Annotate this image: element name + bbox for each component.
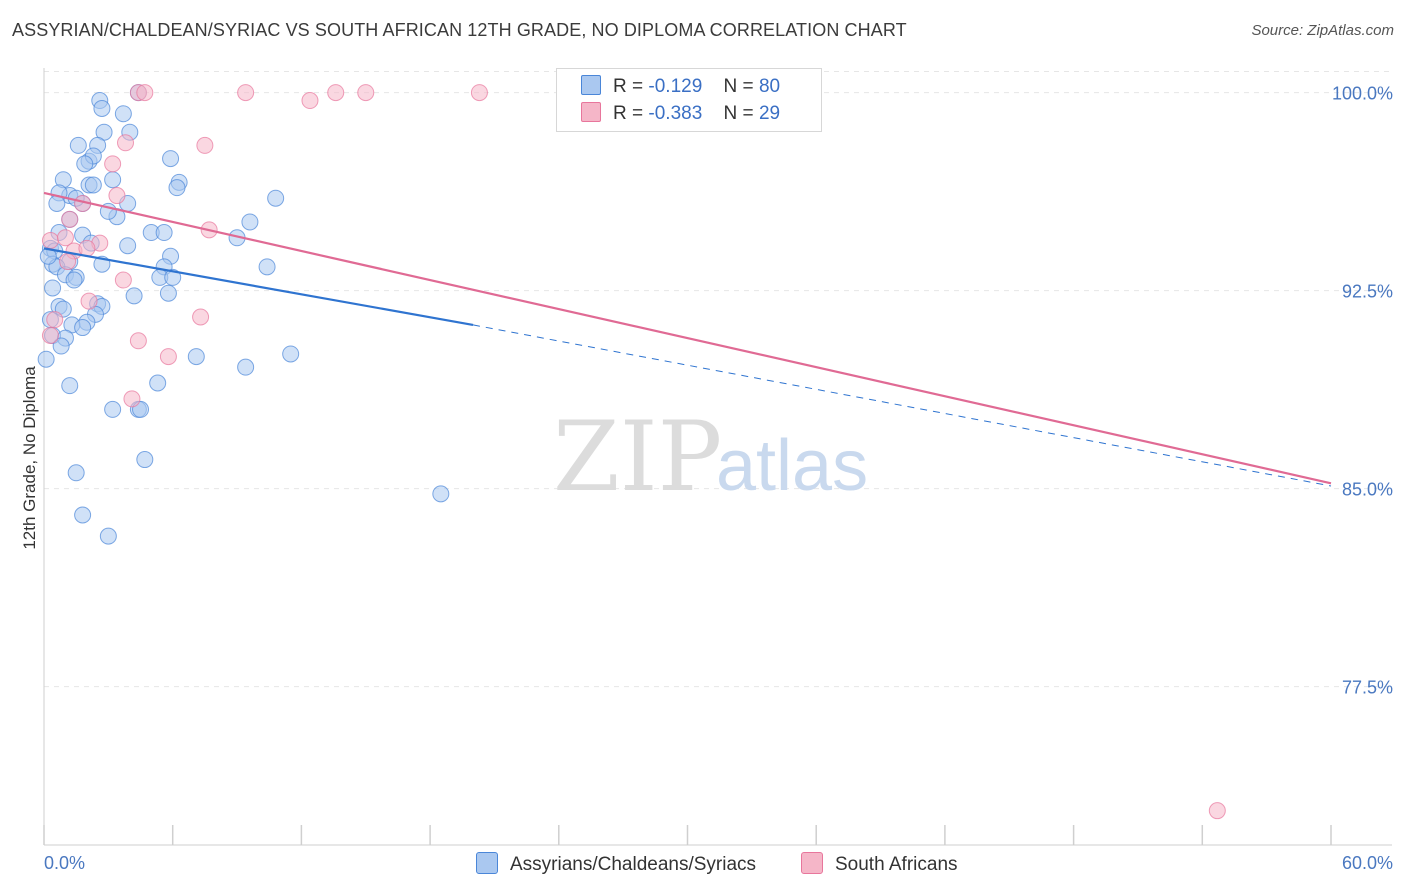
watermark-atlas: atlas [716,426,868,506]
point-south-africans [108,187,126,205]
point-assyrians [74,319,92,337]
legend-n-label: N = [723,103,754,124]
y-tick-label: 77.5% [1342,678,1393,698]
point-assyrians [119,237,137,255]
point-assyrians [84,176,102,194]
point-south-africans [192,308,210,326]
point-assyrians [432,485,450,503]
data-points [37,84,1226,820]
legend-r-value: -0.383 [648,103,703,124]
point-south-africans [237,84,255,102]
point-assyrians [237,358,255,376]
legend-swatch-south-africans [581,102,601,122]
y-tick-labels: 77.5% 85.0% 92.5% 100.0% [1332,84,1393,698]
point-assyrians [104,171,122,189]
legend-n-value: 29 [758,103,781,124]
point-south-africans [470,84,488,102]
point-assyrians [282,345,300,363]
point-south-africans [46,311,64,329]
point-south-africans [117,134,135,152]
point-south-africans [61,210,79,228]
point-assyrians [44,279,62,297]
point-south-africans [80,292,98,310]
point-assyrians [136,451,154,469]
point-assyrians [65,271,83,289]
legend-r-value: -0.129 [648,76,703,97]
point-south-africans [136,84,154,102]
point-assyrians [114,105,132,123]
watermark-zip: ZIP [553,401,722,513]
legend-swatch [801,852,823,874]
point-south-africans [159,348,177,366]
point-assyrians [104,400,122,418]
point-south-africans [41,231,59,249]
point-south-africans [59,253,77,271]
legend-swatch [476,852,498,874]
point-assyrians [125,287,143,305]
point-south-africans [196,136,214,154]
chart-title: ASSYRIAN/CHALDEAN/SYRIAC VS SOUTH AFRICA… [12,20,907,40]
point-assyrians [164,268,182,286]
point-assyrians [267,189,285,207]
point-south-africans [123,390,141,408]
point-assyrians [155,224,173,242]
point-south-africans [41,326,59,344]
point-assyrians [69,136,87,154]
legend-r-label: R = [613,76,644,97]
point-assyrians [61,377,79,395]
point-south-africans [114,271,132,289]
point-assyrians [99,527,117,545]
x-tick-labels: 0.0% 60.0% [44,853,1393,873]
point-assyrians [187,348,205,366]
x-tick-label: 60.0% [1342,853,1393,873]
watermark: ZIP atlas [553,401,868,513]
point-south-africans [104,155,122,173]
point-assyrians [74,506,92,524]
legend-item-south-africans: South Africans [801,852,958,876]
point-assyrians [149,374,167,392]
point-assyrians [162,150,180,168]
trend-line-assyrians-extension [472,324,1332,487]
point-south-africans [129,332,147,350]
legend-item-assyrians: Assyrians/Chaldeans/Syriacs [476,852,756,876]
point-assyrians [159,284,177,302]
point-assyrians [67,464,85,482]
x-tick-label: 0.0% [44,853,85,873]
legend-r-label: R = [613,103,644,124]
point-south-africans [357,84,375,102]
legend-swatch-assyrians [581,75,601,95]
legend-row-south-africans: R = -0.383 N = 29 [581,102,780,126]
y-tick-label: 85.0% [1342,480,1393,500]
point-assyrians [258,258,276,276]
trend-line-south-africans [43,191,1332,485]
y-axis-label: 12th Grade, No Diploma [20,366,39,550]
trend-lines [43,191,1332,487]
point-south-africans [327,84,345,102]
legend-row-assyrians: R = -0.129 N = 80 [581,75,780,99]
legend-label: Assyrians/Chaldeans/Syriacs [510,854,757,875]
y-tick-label: 92.5% [1342,282,1393,302]
legend-n-label: N = [723,76,754,97]
point-south-africans [1208,802,1226,820]
point-assyrians [52,337,70,355]
axes [43,68,1392,846]
point-assyrians [37,350,55,368]
y-tick-label: 100.0% [1332,84,1393,104]
point-assyrians [168,179,186,197]
trend-line-assyrians [43,247,474,327]
source-label: Source: ZipAtlas.com [1251,22,1394,39]
point-assyrians [241,213,259,231]
point-south-africans [301,92,319,110]
point-assyrians [93,99,111,117]
point-assyrians [76,155,94,173]
point-south-africans [56,229,74,247]
legend-n-value: 80 [758,76,781,97]
correlation-legend: R = -0.129 N = 80 R = -0.383 N = 29 [556,68,822,132]
legend-label: South Africans [835,854,958,875]
grid-lines [44,70,1390,688]
